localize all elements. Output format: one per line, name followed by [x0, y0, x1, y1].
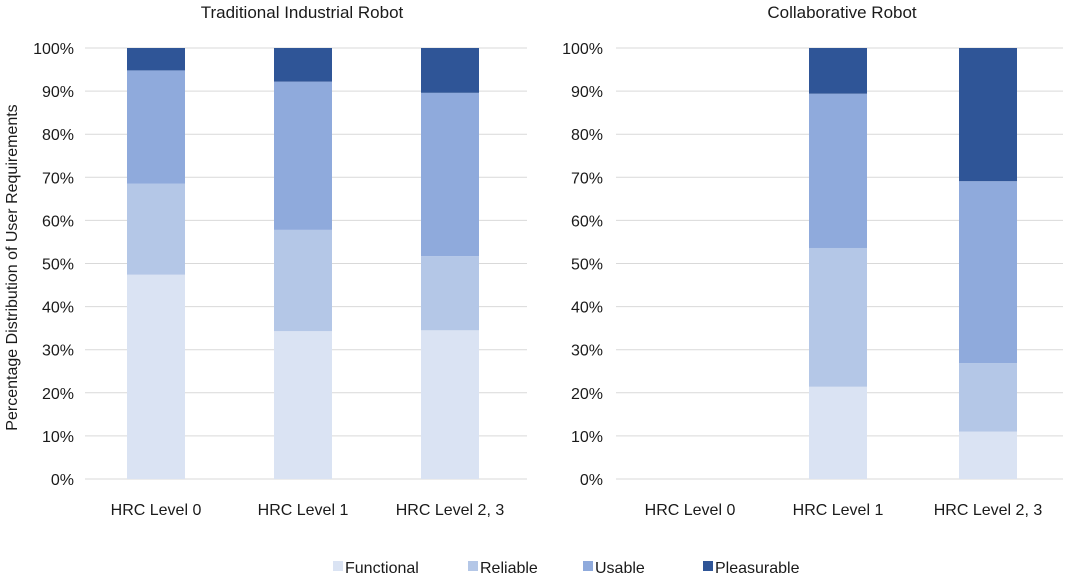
- chart1-bar-usable-2: [274, 81, 332, 230]
- chart1-y-tick-label: 0%: [51, 472, 74, 489]
- legend-label-usable: Usable: [595, 560, 645, 576]
- chart2-y-tick-label: 20%: [571, 386, 603, 403]
- legend-label-functional: Functional: [345, 560, 419, 576]
- chart1-bar-usable-3: [421, 92, 479, 257]
- legend-label-reliable: Reliable: [480, 560, 538, 576]
- legend-swatch-usable: [583, 561, 593, 571]
- chart1-y-tick-label: 20%: [42, 386, 74, 403]
- chart1-x-tick-label: HRC Level 1: [258, 502, 349, 519]
- chart1-bar-functional-3: [421, 330, 479, 479]
- chart1-y-tick-label: 40%: [42, 300, 74, 317]
- chart1-bar-reliable-1: [127, 183, 185, 275]
- chart2-bar-pleasurable-3: [959, 48, 1017, 182]
- chart1-bar-functional-1: [127, 274, 185, 479]
- chart2-y-tick-label: 60%: [571, 213, 603, 230]
- chart2-y-tick-label: 10%: [571, 429, 603, 446]
- chart2-y-tick-label: 30%: [571, 343, 603, 360]
- chart2-x-tick-label: HRC Level 2, 3: [934, 502, 1043, 519]
- chart1-bar-pleasurable-1: [127, 48, 185, 71]
- chart2-bar-reliable-3: [959, 363, 1017, 432]
- chart1-bar-reliable-3: [421, 256, 479, 331]
- chart2-y-tick-label: 50%: [571, 257, 603, 274]
- chart1-y-tick-label: 90%: [42, 84, 74, 101]
- chart1-y-tick-label: 70%: [42, 170, 74, 187]
- chart2-y-tick-label: 80%: [571, 127, 603, 144]
- chart2-y-tick-label: 40%: [571, 300, 603, 317]
- chart1-title: Traditional Industrial Robot: [201, 3, 404, 22]
- chart2-y-tick-label: 70%: [571, 170, 603, 187]
- chart2-bar-usable-3: [959, 181, 1017, 364]
- chart2-bar-usable-2: [809, 93, 867, 248]
- chart2-bar-reliable-2: [809, 247, 867, 387]
- chart1-bar-usable-1: [127, 70, 185, 184]
- chart2-bar-functional-3: [959, 431, 1017, 479]
- chart1-y-tick-label: 100%: [33, 41, 74, 58]
- chart2-x-tick-label: HRC Level 1: [793, 502, 884, 519]
- chart1-y-tick-label: 30%: [42, 343, 74, 360]
- chart2-y-tick-label: 90%: [571, 84, 603, 101]
- chart1-bar-pleasurable-2: [274, 48, 332, 82]
- chart2-title: Collaborative Robot: [767, 3, 917, 22]
- chart2-bar-functional-2: [809, 386, 867, 479]
- chart2-y-tick-label: 100%: [562, 41, 603, 58]
- chart1-x-tick-label: HRC Level 2, 3: [396, 502, 505, 519]
- chart1-bar-functional-2: [274, 331, 332, 479]
- chart1-x-tick-label: HRC Level 0: [111, 502, 202, 519]
- chart2-x-tick-label: HRC Level 0: [645, 502, 736, 519]
- legend-swatch-functional: [333, 561, 343, 571]
- chart1-y-tick-label: 80%: [42, 127, 74, 144]
- chart1-bar-pleasurable-3: [421, 48, 479, 93]
- chart1-bar-reliable-2: [274, 229, 332, 332]
- chart1-y-tick-label: 50%: [42, 257, 74, 274]
- chart1-y-tick-label: 10%: [42, 429, 74, 446]
- chart1-y-axis-label: Percentage Distribution of User Requirem…: [4, 104, 21, 430]
- legend-swatch-reliable: [468, 561, 478, 571]
- chart2-y-tick-label: 0%: [580, 472, 603, 489]
- legend-swatch-pleasurable: [703, 561, 713, 571]
- legend-label-pleasurable: Pleasurable: [715, 560, 800, 576]
- chart2-bar-pleasurable-2: [809, 48, 867, 94]
- chart1-y-tick-label: 60%: [42, 213, 74, 230]
